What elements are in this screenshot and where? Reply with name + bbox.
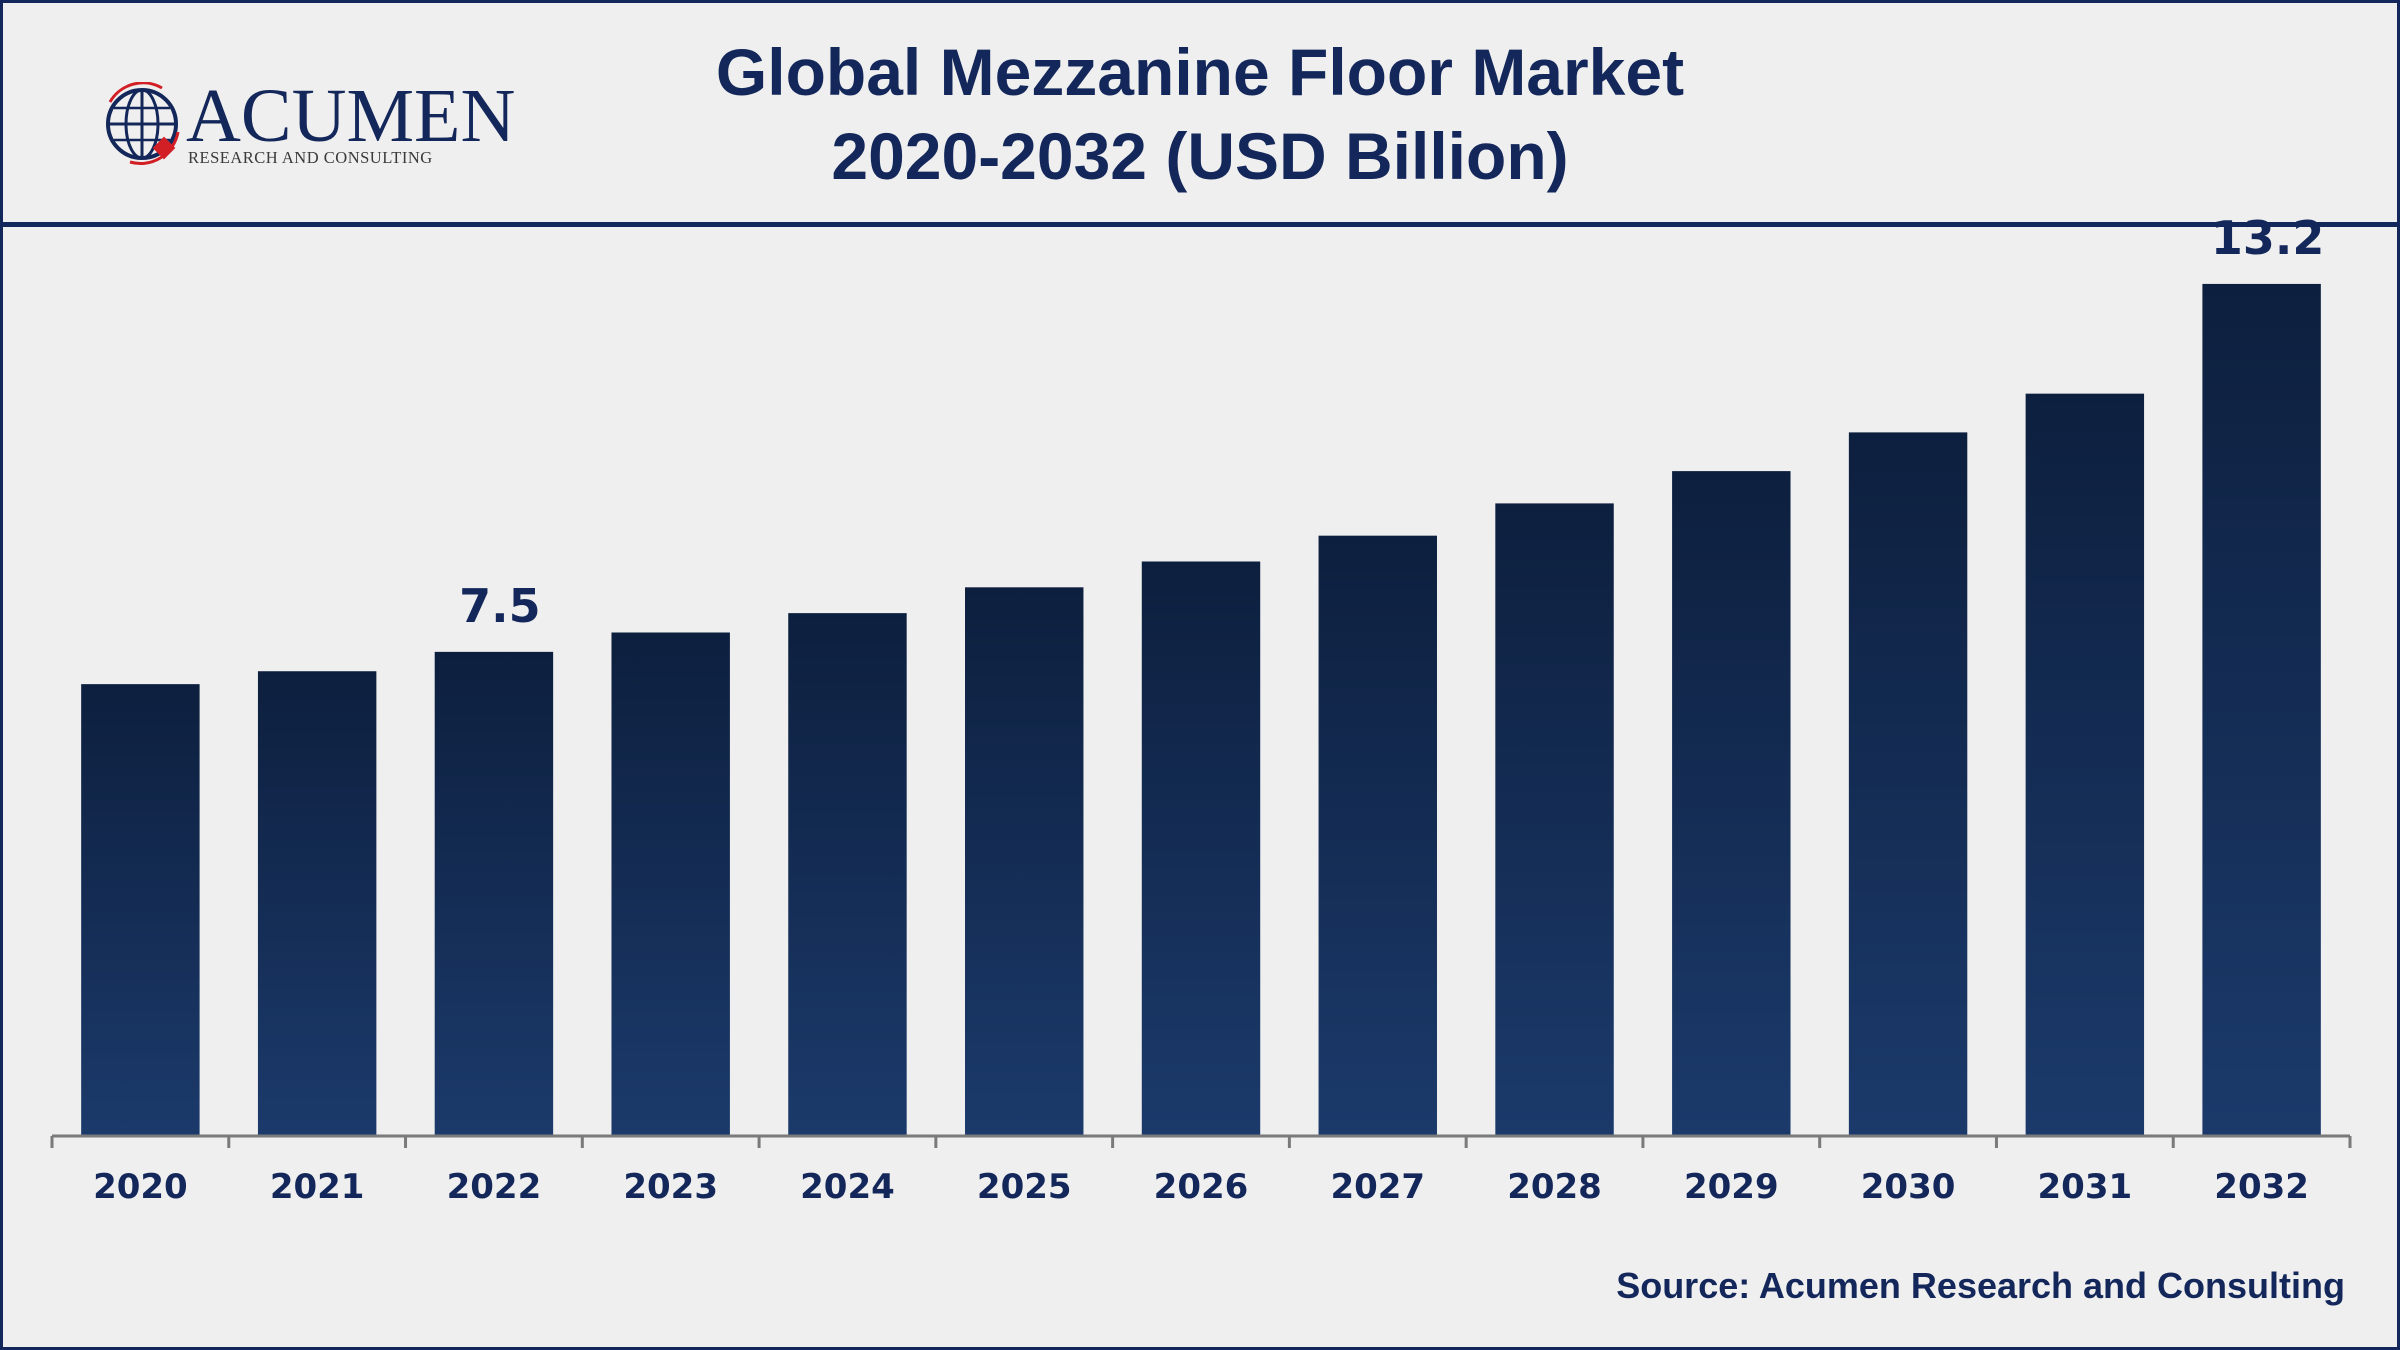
x-tick-label-2022: 2022 — [447, 1167, 542, 1207]
x-tick-label-2027: 2027 — [1330, 1167, 1425, 1207]
x-tick-label-2023: 2023 — [623, 1167, 718, 1207]
bar-2026 — [1141, 561, 1261, 1136]
bar-2020 — [81, 684, 200, 1136]
bar-2022 — [434, 651, 554, 1136]
x-tick-label-2031: 2031 — [2038, 1167, 2133, 1207]
data-label-2032: 13.2 — [2211, 211, 2325, 265]
brand-logo: ACUMEN RESEARCH AND CONSULTING — [100, 74, 515, 174]
bar-2025 — [965, 587, 1084, 1136]
bar-2029 — [1672, 471, 1791, 1136]
x-tick-label-2025: 2025 — [977, 1167, 1072, 1207]
x-axis: 2020 2021 2022 2023 2024 2025 2026 2027 2028 2029… — [50, 1134, 2352, 1207]
bar-2023 — [611, 632, 730, 1136]
data-labels-group: 7.5 13.2 — [459, 211, 2324, 633]
logo-tagline: RESEARCH AND CONSULTING — [188, 148, 433, 167]
bar-2031 — [2025, 393, 2145, 1137]
header-divider — [0, 222, 2400, 227]
bar-2027 — [1318, 535, 1437, 1136]
chart-title-line-2: 2020-2032 (USD Billion) — [831, 119, 1569, 193]
x-tick-label-2021: 2021 — [270, 1167, 365, 1207]
logo-wordmark: ACUMEN — [186, 74, 516, 158]
chart-title: Global Mezzanine Floor Market 2020-2032 … — [500, 30, 1900, 198]
bar-2028 — [1495, 503, 1614, 1137]
chart-title-line-1: Global Mezzanine Floor Market — [715, 35, 1685, 109]
x-tick-label-2030: 2030 — [1861, 1167, 1956, 1207]
x-tick-label-2024: 2024 — [800, 1167, 895, 1207]
x-tick-label-2026: 2026 — [1154, 1167, 1249, 1207]
x-tick-label-2029: 2029 — [1684, 1167, 1779, 1207]
bar-2032 — [2202, 283, 2321, 1136]
bar-2021 — [257, 671, 377, 1136]
x-tick-label-2028: 2028 — [1507, 1167, 1602, 1207]
bar-2030 — [1848, 432, 1968, 1136]
bars-group — [81, 283, 2321, 1137]
data-label-2022: 7.5 — [459, 579, 541, 633]
bar-2024 — [788, 613, 907, 1136]
x-tick-label-2020: 2020 — [93, 1167, 188, 1207]
header: ACUMEN RESEARCH AND CONSULTING Global Me… — [0, 0, 2400, 227]
globe-icon — [106, 82, 180, 165]
x-tick-label-2032: 2032 — [2214, 1167, 2309, 1207]
source-note: Source: Acumen Research and Consulting — [1616, 1265, 2345, 1306]
